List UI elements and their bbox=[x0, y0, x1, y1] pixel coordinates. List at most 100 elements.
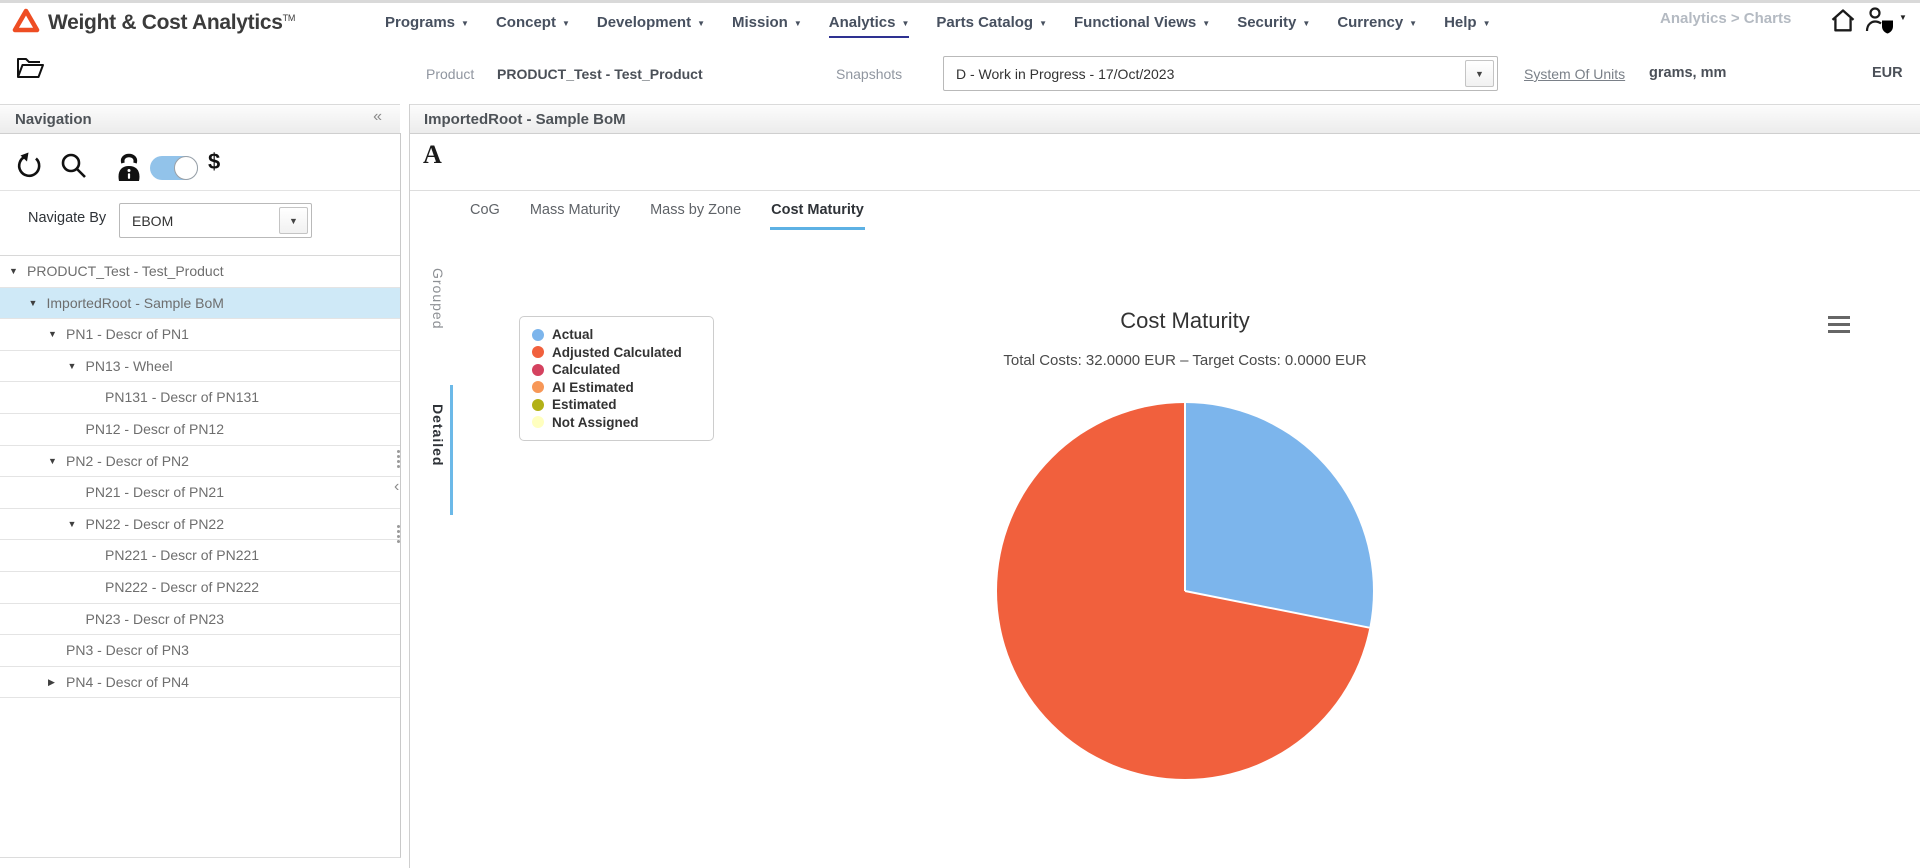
nav-item-label: Help bbox=[1444, 14, 1477, 31]
window-top-strip bbox=[0, 0, 1920, 3]
tree-item-importedroot[interactable]: ▼ ImportedRoot - Sample BoM bbox=[0, 287, 400, 320]
cost-dollar-icon[interactable]: $ bbox=[208, 149, 221, 174]
tree-item-label: PN12 - Descr of PN12 bbox=[85, 420, 225, 437]
legend-item-not-assigned[interactable]: Not Assigned bbox=[532, 414, 701, 432]
user-account-icon[interactable] bbox=[1863, 5, 1895, 40]
legend-label: Estimated bbox=[552, 397, 617, 413]
tab-cog[interactable]: CoG bbox=[470, 202, 500, 218]
refresh-icon[interactable] bbox=[16, 152, 43, 184]
collapse-arrow-icon[interactable]: ▼ bbox=[28, 297, 38, 308]
font-style-button[interactable]: A bbox=[423, 140, 442, 169]
system-of-units-link[interactable]: System Of Units bbox=[1524, 66, 1626, 82]
tree-item-pn12[interactable]: PN12 - Descr of PN12 bbox=[0, 413, 400, 446]
tree-item-pn22[interactable]: ▼ PN22 - Descr of PN22 bbox=[0, 508, 400, 541]
weight-info-icon[interactable] bbox=[113, 149, 145, 188]
tree-item-label: PN23 - Descr of PN23 bbox=[85, 610, 225, 627]
legend-item-actual[interactable]: Actual bbox=[532, 326, 701, 344]
app-logo: Weight & Cost AnalyticsTM bbox=[12, 8, 342, 38]
logo-text: Weight & Cost AnalyticsTM bbox=[48, 11, 296, 34]
navigation-panel-title: Navigation bbox=[15, 110, 92, 128]
legend-dot bbox=[532, 328, 544, 341]
nav-item-label: Mission bbox=[732, 14, 788, 31]
tree-item-label: PN131 - Descr of PN131 bbox=[105, 389, 260, 406]
tab-mass-by-zone[interactable]: Mass by Zone bbox=[650, 202, 742, 218]
tree-item-pn4[interactable]: ▶ PN4 - Descr of PN4 bbox=[0, 666, 400, 699]
nav-item-concept[interactable]: Concept ▼ bbox=[496, 10, 570, 38]
chevron-down-icon[interactable]: ▼ bbox=[1465, 60, 1494, 87]
snapshot-select[interactable]: D - Work in Progress - 17/Oct/2023 ▼ bbox=[943, 56, 1498, 91]
chevron-down-icon: ▼ bbox=[561, 19, 570, 28]
content-header-title: ImportedRoot - Sample BoM bbox=[424, 110, 626, 128]
legend-dot bbox=[532, 363, 544, 376]
top-menu: Programs ▼ Concept ▼ Development ▼ Mission ▼ Ana… bbox=[385, 3, 1491, 45]
expand-arrow-icon[interactable]: ▶ bbox=[48, 676, 55, 687]
collapse-arrow-icon[interactable]: ▼ bbox=[48, 329, 57, 340]
nav-item-mission[interactable]: Mission ▼ bbox=[732, 10, 802, 38]
product-label: Product bbox=[426, 66, 475, 82]
collapse-arrow-icon[interactable]: ▼ bbox=[67, 360, 77, 371]
chevron-down-icon[interactable]: ▼ bbox=[279, 207, 308, 234]
chevron-down-icon: ▼ bbox=[697, 19, 705, 28]
legend-label: AI Estimated bbox=[552, 379, 634, 395]
tree-item-pn2[interactable]: ▼ PN2 - Descr of PN2 bbox=[0, 445, 400, 478]
side-tab-grouped[interactable]: Grouped bbox=[430, 268, 446, 330]
splitter-collapse-icon[interactable]: ‹ bbox=[394, 478, 400, 495]
nav-item-development[interactable]: Development ▼ bbox=[597, 10, 705, 38]
collapse-panel-icon[interactable]: « bbox=[373, 108, 382, 125]
legend-item-ai-estimated[interactable]: AI Estimated bbox=[532, 379, 701, 397]
tree-item-product-test[interactable]: ▼ PRODUCT_Test - Test_Product bbox=[0, 256, 400, 288]
tree-item-pn131[interactable]: PN131 - Descr of PN131 bbox=[0, 382, 400, 414]
home-icon[interactable] bbox=[1829, 7, 1857, 40]
nav-item-programs[interactable]: Programs ▼ bbox=[385, 10, 469, 38]
chart-legend: Actual Adjusted Calculated Calculated AI Es… bbox=[519, 316, 714, 441]
tree-item-pn23[interactable]: PN23 - Descr of PN23 bbox=[0, 603, 400, 636]
divider bbox=[0, 190, 400, 191]
active-side-tab-indicator bbox=[450, 385, 453, 515]
nav-item-label: Programs bbox=[385, 14, 456, 31]
tree-item-label: PRODUCT_Test - Test_Product bbox=[27, 263, 224, 279]
tab-mass-maturity[interactable]: Mass Maturity bbox=[529, 202, 621, 218]
weight-cost-toggle[interactable] bbox=[150, 156, 198, 180]
tree-item-pn222[interactable]: PN222 - Descr of PN222 bbox=[0, 571, 400, 604]
tree-item-pn221[interactable]: PN221 - Descr of PN221 bbox=[0, 540, 400, 572]
open-folder-icon[interactable] bbox=[15, 55, 45, 87]
chart-context-menu-icon[interactable] bbox=[1828, 316, 1852, 336]
tree-item-pn13[interactable]: ▼ PN13 - Wheel bbox=[0, 350, 400, 383]
side-tab-detailed[interactable]: Detailed bbox=[430, 404, 446, 467]
tree-item-pn3[interactable]: PN3 - Descr of PN3 bbox=[0, 635, 400, 667]
chevron-down-icon: ▼ bbox=[1202, 19, 1211, 28]
collapse-arrow-icon[interactable]: ▼ bbox=[67, 518, 77, 529]
chevron-down-icon[interactable]: ▼ bbox=[1899, 13, 1907, 22]
nav-item-currency[interactable]: Currency ▼ bbox=[1337, 10, 1417, 38]
tree-item-pn1[interactable]: ▼ PN1 - Descr of PN1 bbox=[0, 319, 400, 351]
nav-item-analytics[interactable]: Analytics ▼ bbox=[828, 10, 910, 38]
collapse-arrow-icon[interactable]: ▼ bbox=[9, 266, 18, 276]
nav-item-security[interactable]: Security ▼ bbox=[1237, 10, 1310, 38]
tree-item-label: PN21 - Descr of PN21 bbox=[85, 484, 225, 501]
tab-cost-maturity[interactable]: Cost Maturity bbox=[770, 196, 865, 230]
trademark-symbol: TM bbox=[282, 13, 296, 23]
divider bbox=[409, 104, 410, 868]
chart-tabs: CoG Mass Maturity Mass by Zone Cost Maturit… bbox=[469, 196, 865, 230]
navigate-by-select[interactable]: EBOM ▼ bbox=[119, 203, 312, 238]
pie-chart[interactable] bbox=[997, 403, 1373, 779]
tree-item-label: PN221 - Descr of PN221 bbox=[105, 547, 260, 564]
toggle-knob[interactable] bbox=[174, 156, 198, 180]
nav-item-help[interactable]: Help ▼ bbox=[1444, 10, 1490, 38]
tree-item-pn21[interactable]: PN21 - Descr of PN21 bbox=[0, 477, 400, 509]
nav-item-functional-views[interactable]: Functional Views ▼ bbox=[1074, 10, 1210, 38]
splitter-handle[interactable] bbox=[397, 448, 400, 470]
legend-item-estimated[interactable]: Estimated bbox=[532, 396, 701, 414]
collapse-arrow-icon[interactable]: ▼ bbox=[48, 455, 57, 466]
search-icon[interactable] bbox=[60, 152, 87, 184]
legend-label: Actual bbox=[552, 327, 594, 343]
legend-item-calculated[interactable]: Calculated bbox=[532, 361, 701, 379]
legend-item-adjusted-calculated[interactable]: Adjusted Calculated bbox=[532, 344, 701, 362]
units-value: grams, mm bbox=[1649, 65, 1727, 81]
legend-label: Not Assigned bbox=[552, 414, 639, 430]
nav-item-parts-catalog[interactable]: Parts Catalog ▼ bbox=[936, 10, 1047, 38]
splitter-handle[interactable] bbox=[397, 523, 400, 545]
nav-item-label: Functional Views bbox=[1074, 14, 1197, 31]
divider bbox=[410, 190, 1920, 191]
